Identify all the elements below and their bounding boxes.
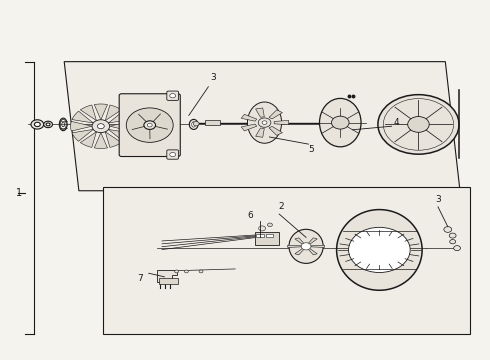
Ellipse shape: [337, 210, 422, 290]
Ellipse shape: [192, 122, 196, 127]
Polygon shape: [241, 124, 257, 131]
Polygon shape: [308, 248, 317, 255]
Polygon shape: [71, 121, 92, 131]
Circle shape: [262, 121, 267, 125]
Circle shape: [450, 239, 456, 244]
Polygon shape: [269, 110, 282, 119]
Circle shape: [144, 121, 156, 130]
Polygon shape: [72, 111, 93, 123]
Polygon shape: [295, 248, 304, 255]
Polygon shape: [94, 104, 107, 120]
Polygon shape: [295, 238, 304, 244]
Circle shape: [174, 270, 178, 273]
Circle shape: [44, 121, 52, 128]
Text: 7: 7: [137, 274, 143, 283]
Circle shape: [378, 95, 459, 154]
Circle shape: [46, 123, 50, 126]
Bar: [205, 120, 220, 126]
FancyBboxPatch shape: [119, 94, 180, 157]
Polygon shape: [288, 245, 301, 247]
Ellipse shape: [289, 229, 323, 264]
Ellipse shape: [62, 122, 65, 127]
Circle shape: [98, 124, 104, 129]
Circle shape: [268, 223, 272, 226]
Circle shape: [258, 118, 271, 127]
Polygon shape: [80, 105, 97, 121]
Polygon shape: [80, 132, 97, 148]
Polygon shape: [157, 270, 176, 282]
Ellipse shape: [60, 120, 66, 130]
Circle shape: [444, 226, 452, 232]
Circle shape: [170, 152, 175, 157]
Polygon shape: [274, 121, 289, 125]
Polygon shape: [64, 62, 460, 191]
Bar: [266, 234, 273, 237]
Circle shape: [199, 270, 203, 273]
Ellipse shape: [319, 98, 361, 147]
Polygon shape: [269, 126, 282, 135]
Circle shape: [31, 120, 44, 129]
Ellipse shape: [247, 102, 282, 143]
Polygon shape: [108, 130, 130, 141]
Circle shape: [348, 227, 410, 273]
Polygon shape: [105, 132, 122, 148]
Polygon shape: [110, 121, 131, 131]
Text: 4: 4: [393, 118, 399, 127]
Polygon shape: [108, 111, 130, 123]
Polygon shape: [241, 114, 257, 121]
Ellipse shape: [59, 118, 67, 131]
Circle shape: [259, 226, 266, 231]
Circle shape: [126, 108, 173, 142]
Bar: [159, 278, 178, 284]
Circle shape: [170, 94, 175, 98]
Text: 6: 6: [247, 211, 253, 220]
Polygon shape: [105, 105, 122, 121]
Text: 3: 3: [435, 195, 441, 204]
Ellipse shape: [189, 120, 198, 130]
Text: 1: 1: [16, 188, 23, 198]
Polygon shape: [103, 187, 470, 334]
Bar: [255, 232, 279, 244]
FancyBboxPatch shape: [167, 91, 178, 100]
Text: 3: 3: [210, 73, 216, 82]
Polygon shape: [72, 130, 93, 141]
Circle shape: [34, 122, 40, 127]
Circle shape: [449, 233, 456, 238]
Circle shape: [147, 123, 152, 127]
Polygon shape: [256, 108, 264, 117]
FancyBboxPatch shape: [167, 150, 178, 159]
Circle shape: [184, 270, 188, 273]
Circle shape: [301, 243, 311, 250]
Circle shape: [92, 120, 110, 133]
Text: 2: 2: [279, 202, 285, 211]
Bar: [256, 234, 264, 237]
Circle shape: [408, 117, 429, 132]
Circle shape: [454, 246, 461, 251]
Polygon shape: [94, 133, 107, 148]
Circle shape: [193, 122, 199, 126]
Circle shape: [331, 116, 349, 129]
Polygon shape: [311, 245, 324, 247]
Polygon shape: [308, 238, 317, 244]
Polygon shape: [256, 128, 264, 137]
Text: 5: 5: [308, 145, 314, 154]
